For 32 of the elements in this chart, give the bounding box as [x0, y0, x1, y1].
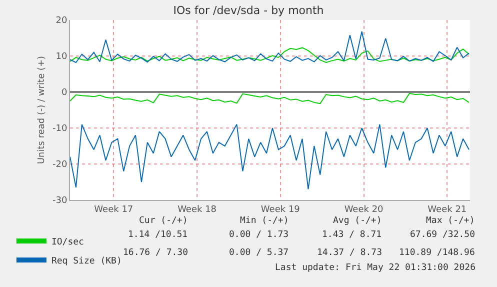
- x-tick-label: Week 17: [94, 204, 134, 215]
- line-series: [70, 124, 470, 190]
- y-tick-label: 0: [61, 88, 68, 98]
- text: Min (-/+): [240, 216, 289, 226]
- y-tick-label: 20: [56, 16, 68, 26]
- text: 1.43 / 8.71: [322, 230, 382, 240]
- x-tick-label: Week 18: [178, 204, 217, 215]
- text: Cur (-/+): [139, 216, 188, 226]
- y-tick-label: 10: [56, 52, 68, 62]
- y-tick-label: -10: [52, 124, 68, 134]
- y-axis-title: Units read (-) / write (+): [36, 56, 47, 164]
- text: Avg (-/+): [333, 216, 382, 226]
- text: 1.14 /10.51: [128, 230, 188, 240]
- y-tick-label: -20: [52, 160, 68, 170]
- text: 0.00 / 1.73: [229, 230, 289, 240]
- legend-label: Req Size (KB): [51, 256, 122, 267]
- text: 110.89 /148.96: [399, 248, 475, 258]
- x-tick-label: Week 20: [344, 204, 384, 215]
- legend-label: IO/sec: [51, 238, 84, 248]
- x-tick-label: Week 21: [428, 204, 467, 215]
- text: 0.00 / 5.37: [229, 248, 289, 258]
- text: 16.76 / 7.30: [123, 248, 188, 258]
- text: 67.69 /32.50: [410, 230, 476, 240]
- line-series: [70, 31, 470, 63]
- text: Last update: Fri May 22 01:31:00 2026: [275, 263, 476, 273]
- line-series: [70, 47, 470, 63]
- text: 14.37 / 8.73: [317, 248, 382, 258]
- text: Max (-/+): [426, 216, 475, 226]
- x-tick-label: Week 19: [260, 204, 300, 215]
- y-tick-label: -30: [52, 196, 68, 206]
- line-series: [70, 92, 470, 104]
- chart-title: IOs for /dev/sda - by month: [173, 4, 324, 17]
